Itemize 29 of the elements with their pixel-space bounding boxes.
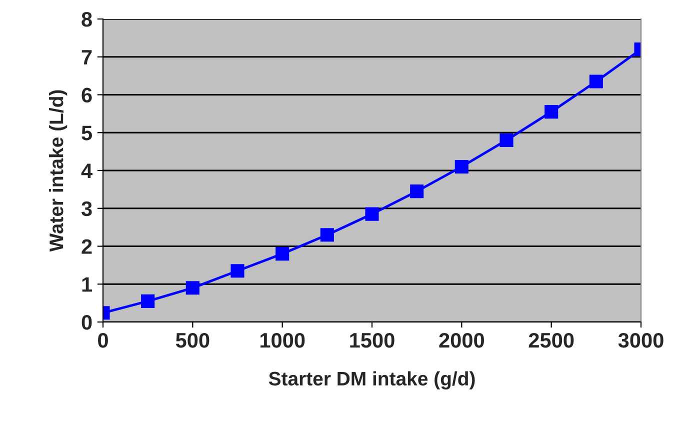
point [589,74,603,88]
x-axis-title: Starter DM intake (g/d) [268,371,475,390]
y-tick-label: 0 [82,315,92,330]
point [230,264,244,278]
x-tick-label: 0 [98,332,108,348]
point [186,281,200,295]
x-tick-label: 1500 [350,332,394,348]
point [500,133,514,147]
y-tick-label: 3 [81,201,92,216]
x-tick-label: 2000 [439,332,484,348]
x-tick-label: 1000 [260,332,305,348]
y-tick-label: 6 [82,88,92,103]
y-tick-label: 1 [82,277,92,292]
x-tick-label: 2500 [528,332,574,348]
x-tick-label: 500 [176,332,210,348]
point [410,184,424,198]
y-tick-label: 7 [82,50,92,64]
y-tick-label: 4 [81,164,92,178]
y-tick-label: 8 [82,12,92,27]
point [141,294,155,308]
y-tick-label: 5 [82,126,92,140]
point [365,207,379,221]
x-tick-label: 3000 [618,332,664,348]
point [320,228,334,242]
y-axis-title: Water intake (L/d) [48,90,68,252]
point [454,160,468,174]
point [276,247,290,261]
y-tick-label: 2 [82,239,92,254]
point [544,105,558,119]
